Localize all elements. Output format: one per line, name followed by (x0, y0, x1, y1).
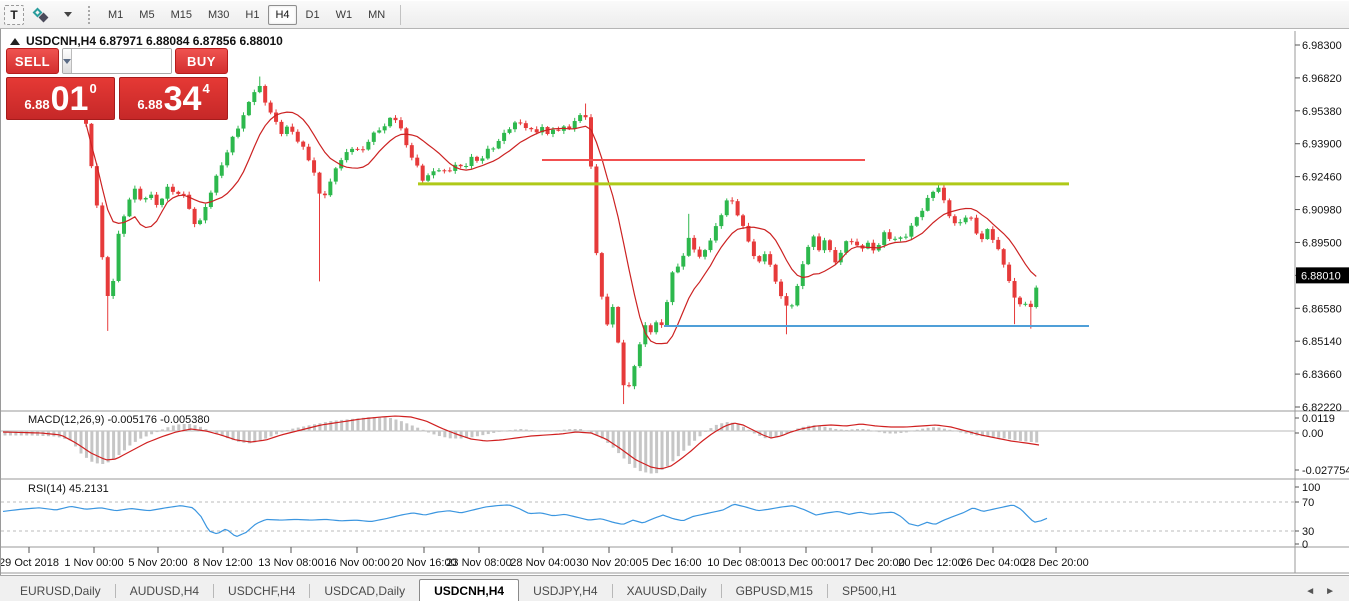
timeframe-button-group: M1 M5 M15 M30 H1 H4 D1 W1 MN (101, 4, 392, 25)
timeframe-button-m15[interactable]: M15 (170, 8, 192, 21)
timeframe-button-m30[interactable]: M30 (207, 8, 230, 21)
rsi-line (2, 503, 1048, 538)
buy-price-prefix: 6.88 (137, 97, 163, 112)
chart-svg: 6.98300 6.96820 6.95380 6.93900 6.92460 6.909… (1, 29, 1349, 575)
svg-text:0.00: 0.00 (1302, 428, 1323, 440)
chart-tab-xauusd[interactable]: XAUUSD,Daily (626, 584, 707, 598)
svg-text:6.98300: 6.98300 (1302, 40, 1342, 52)
chart-tab-usdjpy[interactable]: USDJPY,H4 (533, 584, 598, 598)
svg-text:5 Dec 16:00: 5 Dec 16:00 (642, 557, 701, 569)
svg-text:8 Nov 12:00: 8 Nov 12:00 (193, 557, 252, 569)
current-price-box (1296, 267, 1349, 284)
tab-separator (611, 584, 613, 598)
buy-price-big: 34 (163, 80, 202, 118)
svg-text:26 Dec 04:00: 26 Dec 04:00 (960, 557, 1025, 569)
svg-text:28 Dec 20:00: 28 Dec 20:00 (1023, 557, 1088, 569)
tab-scroll-left-button[interactable]: ◄ (1305, 586, 1316, 597)
svg-text:70: 70 (1302, 497, 1314, 509)
volume-input[interactable] (72, 49, 171, 73)
diamonds-icon (32, 7, 50, 23)
buy-price-sup: 4 (202, 81, 210, 96)
svg-text:0.0119: 0.0119 (1302, 413, 1335, 425)
svg-text:6.86580: 6.86580 (1302, 303, 1342, 315)
tab-separator (309, 584, 311, 598)
tool-dropdown-button[interactable] (58, 5, 78, 25)
tab-scroll-right-button[interactable]: ► (1325, 586, 1335, 597)
svg-text:30: 30 (1302, 526, 1314, 538)
tab-separator (114, 584, 116, 598)
toolbar: T M1 M5 M15 M30 H1 H4 D1 W1 MN (0, 1, 1349, 29)
timeframe-button-h1[interactable]: H1 (245, 8, 260, 21)
moving-average-line (85, 111, 1037, 345)
timeframe-button-d1[interactable]: D1 (305, 8, 320, 21)
svg-text:-0.027754: -0.027754 (1302, 465, 1349, 477)
tab-separator (213, 584, 215, 598)
rsi-label: RSI(14) 45.2131 (28, 483, 109, 495)
chart-tab-audusd[interactable]: AUDUSD,H4 (129, 584, 200, 598)
toolbar-separator (400, 4, 402, 25)
svg-text:0: 0 (1302, 539, 1308, 551)
svg-text:6.82220: 6.82220 (1302, 402, 1342, 414)
timeframe-button-w1[interactable]: W1 (335, 8, 353, 21)
svg-text:6.83660: 6.83660 (1302, 369, 1342, 381)
svg-text:17 Dec 20:00: 17 Dec 20:00 (839, 557, 904, 569)
timeframe-button-m1[interactable]: M1 (108, 8, 124, 21)
sell-price-prefix: 6.88 (24, 97, 50, 112)
svg-text:13 Dec 00:00: 13 Dec 00:00 (773, 557, 838, 569)
svg-text:6.92460: 6.92460 (1302, 172, 1342, 184)
timeframe-button-mn[interactable]: MN (368, 8, 386, 21)
svg-text:6.96820: 6.96820 (1302, 73, 1342, 85)
svg-text:30 Nov 20:00: 30 Nov 20:00 (576, 557, 641, 569)
svg-text:6.85140: 6.85140 (1302, 336, 1342, 348)
one-click-trade-panel: SELL BUY 6.88 01 0 6.88 34 4 (6, 48, 228, 120)
collapse-triangle-icon (10, 37, 20, 45)
volume-decrease-button[interactable] (63, 49, 72, 73)
buy-button[interactable]: BUY (175, 48, 228, 74)
symbols-tool-button[interactable] (26, 5, 56, 25)
chart-tab-usdcad[interactable]: USDCAD,Daily (324, 584, 406, 598)
sell-price-sup: 0 (89, 81, 97, 96)
tab-separator (826, 584, 828, 598)
svg-text:6.89500: 6.89500 (1302, 237, 1342, 249)
chart-tab-bar: EURUSD,Daily AUDUSD,H4 USDCHF,H4 USDCAD,Dai… (0, 575, 1349, 601)
ohlc-title-text: USDCNH,H4 6.87971 6.88084 6.87856 6.8801… (26, 34, 283, 48)
sell-price-big: 01 (50, 80, 89, 118)
triangle-down-icon (63, 58, 71, 64)
sell-button[interactable]: SELL (6, 48, 59, 74)
svg-text:6.93900: 6.93900 (1302, 139, 1342, 151)
svg-text:1 Nov 00:00: 1 Nov 00:00 (64, 557, 123, 569)
volume-stepper (62, 48, 172, 74)
macd-label: MACD(12,26,9) -0.005176 -0.005380 (28, 414, 210, 426)
svg-text:20 Nov 16:00: 20 Nov 16:00 (391, 557, 456, 569)
svg-text:6.88010: 6.88010 (1301, 270, 1341, 282)
buy-price-box[interactable]: 6.88 34 4 (119, 77, 228, 120)
chevron-down-icon (64, 12, 72, 17)
timeframe-button-h4[interactable]: H4 (268, 4, 297, 25)
chart-tab-sp500[interactable]: SP500,H1 (841, 584, 897, 598)
svg-text:29 Oct 2018: 29 Oct 2018 (1, 557, 59, 569)
chart-tab-gbpusd[interactable]: GBPUSD,M15 (735, 584, 813, 598)
sell-price-box[interactable]: 6.88 01 0 (6, 77, 115, 120)
svg-text:28 Nov 04:00: 28 Nov 04:00 (510, 557, 575, 569)
svg-text:16 Nov 00:00: 16 Nov 00:00 (324, 557, 389, 569)
chart-ohlc-title: USDCNH,H4 6.87971 6.88084 6.87856 6.8801… (10, 34, 283, 48)
chart-tab-eurusd[interactable]: EURUSD,Daily (20, 584, 101, 598)
chart-tab-usdcnh[interactable]: USDCNH,H4 (419, 579, 520, 601)
svg-text:100: 100 (1302, 482, 1320, 494)
chart-canvas[interactable]: 6.98300 6.96820 6.95380 6.93900 6.92460 6.909… (0, 29, 1349, 575)
svg-text:10 Dec 08:00: 10 Dec 08:00 (707, 557, 772, 569)
svg-text:20 Dec 12:00: 20 Dec 12:00 (898, 557, 963, 569)
toolbar-drag-handle[interactable] (88, 5, 93, 24)
svg-text:13 Nov 08:00: 13 Nov 08:00 (258, 557, 323, 569)
svg-text:5 Nov 20:00: 5 Nov 20:00 (128, 557, 187, 569)
svg-text:6.95380: 6.95380 (1302, 106, 1342, 118)
svg-text:6.90980: 6.90980 (1302, 205, 1342, 217)
chart-tab-usdchf[interactable]: USDCHF,H4 (228, 584, 296, 598)
tab-separator (720, 584, 722, 598)
svg-text:23 Nov 08:00: 23 Nov 08:00 (446, 557, 511, 569)
timeframe-button-m5[interactable]: M5 (139, 8, 155, 21)
macd-signal-line (2, 415, 1040, 470)
text-tool-button[interactable]: T (4, 4, 24, 25)
